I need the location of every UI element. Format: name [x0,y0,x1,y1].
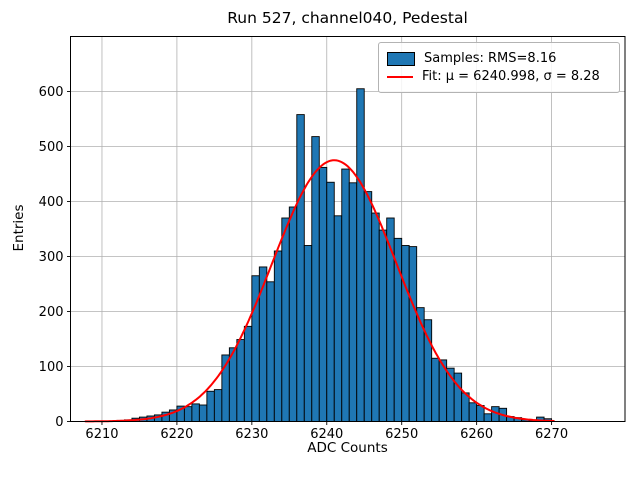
histogram-bar [378,229,388,422]
histogram-bar [423,319,433,422]
x-tick-label: 6230 [235,427,268,442]
histogram-bar [243,325,253,422]
fit-line-swatch-icon [387,75,413,78]
legend-samples-label: Samples: RMS=8.16 [424,51,557,66]
x-tick-label: 6260 [460,427,493,442]
y-tick-label: 600 [39,85,64,100]
y-tick-label: 200 [39,305,64,320]
legend-fit-label: Fit: μ = 6240.998, σ = 8.28 [422,69,600,84]
samples-swatch-icon [387,51,415,66]
histogram-bar [183,406,193,422]
chart-title: Run 527, channel040, Pedestal [227,9,468,27]
histogram-bar [348,182,358,422]
histogram-bar [206,390,215,422]
histogram-bar [371,212,380,422]
histogram-bar [483,413,493,422]
histogram-bar [266,281,275,422]
y-tick-label: 100 [39,360,64,375]
fit-curve [84,159,555,423]
histogram-bar [401,245,410,422]
histogram-bar [236,339,245,422]
histogram-bar [431,357,440,422]
y-axis-label: Entries [11,204,27,252]
x-tick-label: 6250 [385,427,418,442]
histogram-bar [303,245,313,422]
histogram-bar [191,403,200,422]
histogram-bar [311,136,320,422]
histogram-bar [356,88,365,422]
histogram-bar [341,168,350,422]
legend: Samples: RMS=8.16 Fit: μ = 6240.998, σ =… [378,42,620,93]
histogram-bar [288,206,298,422]
plot-frame [70,36,626,422]
legend-item-samples: Samples: RMS=8.16 [387,51,611,66]
histogram-bars [116,88,553,422]
histogram-bar [453,372,463,422]
histogram-bar [468,402,478,422]
x-tick-label: 6240 [310,427,343,442]
histogram-bar [198,404,208,422]
histogram-bar [281,217,290,422]
x-tick-label: 6210 [85,427,118,442]
y-tick-label: 500 [39,140,64,155]
histogram-bar [333,215,343,422]
y-tick-label: 400 [39,195,64,210]
x-tick-label: 6270 [535,427,568,442]
histogram-bar [408,246,418,422]
legend-item-fit: Fit: μ = 6240.998, σ = 8.28 [387,69,611,84]
histogram-bar [476,405,485,422]
histogram-bar [326,181,335,422]
x-tick-label: 6220 [160,427,193,442]
axes-ticks: 6210 6220 6230 6240 6250 6260 6270 0 100 200 300 40… [39,85,568,442]
histogram-bar [363,191,373,422]
histogram-bar [273,250,283,422]
y-tick-label: 300 [39,250,64,265]
histogram-bar [296,114,305,422]
histogram-bar [213,389,223,422]
y-tick-label: 0 [55,415,63,430]
histogram-bar [318,166,328,422]
x-axis-label: ADC Counts [307,440,388,456]
histogram-bar [416,307,425,422]
